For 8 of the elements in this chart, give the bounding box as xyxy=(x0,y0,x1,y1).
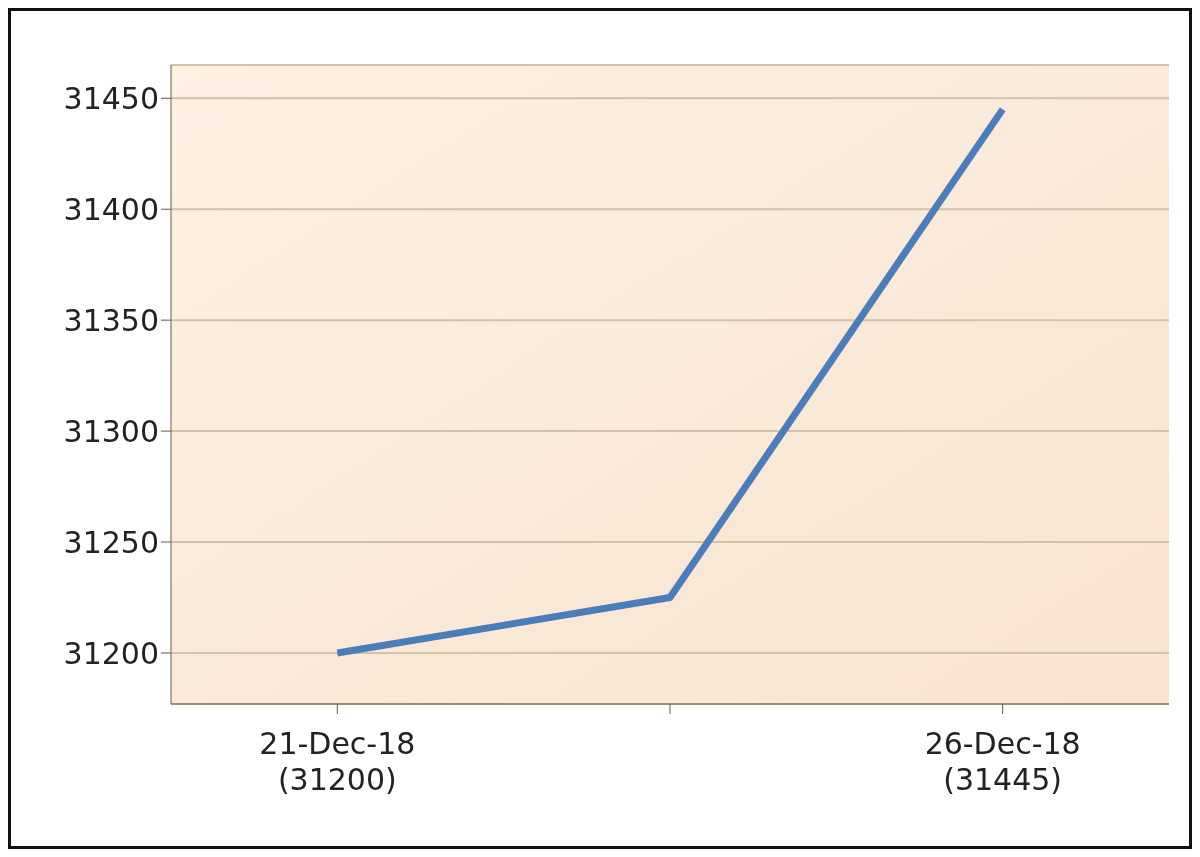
y-tick-label: 31450 xyxy=(63,80,159,116)
y-tick-label: 31250 xyxy=(63,524,159,560)
x-tick-label: 26-Dec-18 (31445) xyxy=(924,726,1081,797)
y-tick-label: 31200 xyxy=(63,635,159,671)
y-tick-label: 31300 xyxy=(63,413,159,449)
x-tick-label: 21-Dec-18 (31200) xyxy=(259,726,416,797)
y-tick-label: 31400 xyxy=(63,191,159,227)
y-tick-label: 31350 xyxy=(63,302,159,338)
